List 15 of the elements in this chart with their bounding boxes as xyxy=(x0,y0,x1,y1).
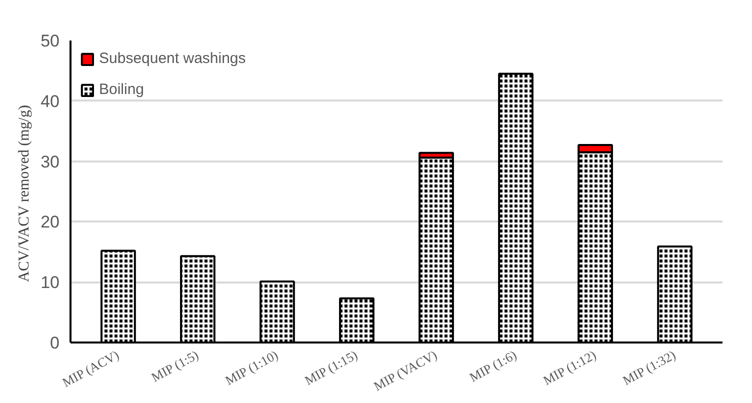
legend-label: Subsequent washings xyxy=(99,50,246,67)
x-tick-label: MIP (1:32) xyxy=(620,347,678,388)
y-tick-label: 0 xyxy=(50,334,60,352)
x-tick-label: MIP (1:6) xyxy=(466,347,519,385)
y-tick-label: 30 xyxy=(40,152,60,172)
x-tick-label: MIP (1:5) xyxy=(148,347,201,385)
y-tick-label: 50 xyxy=(40,32,60,50)
x-tick-label: MIP (1:15) xyxy=(302,347,360,388)
y-tick-label: 40 xyxy=(40,92,60,111)
legend-label: Boiling xyxy=(99,81,144,98)
x-tick-label: MIP (1:10) xyxy=(222,347,280,388)
x-tick-label: MIP (1:12) xyxy=(540,347,598,388)
y-tick-label: 20 xyxy=(40,212,60,232)
y-tick-label: 10 xyxy=(40,273,60,292)
y-axis-title: ACV/VACV removed (mg/g) xyxy=(16,105,33,282)
